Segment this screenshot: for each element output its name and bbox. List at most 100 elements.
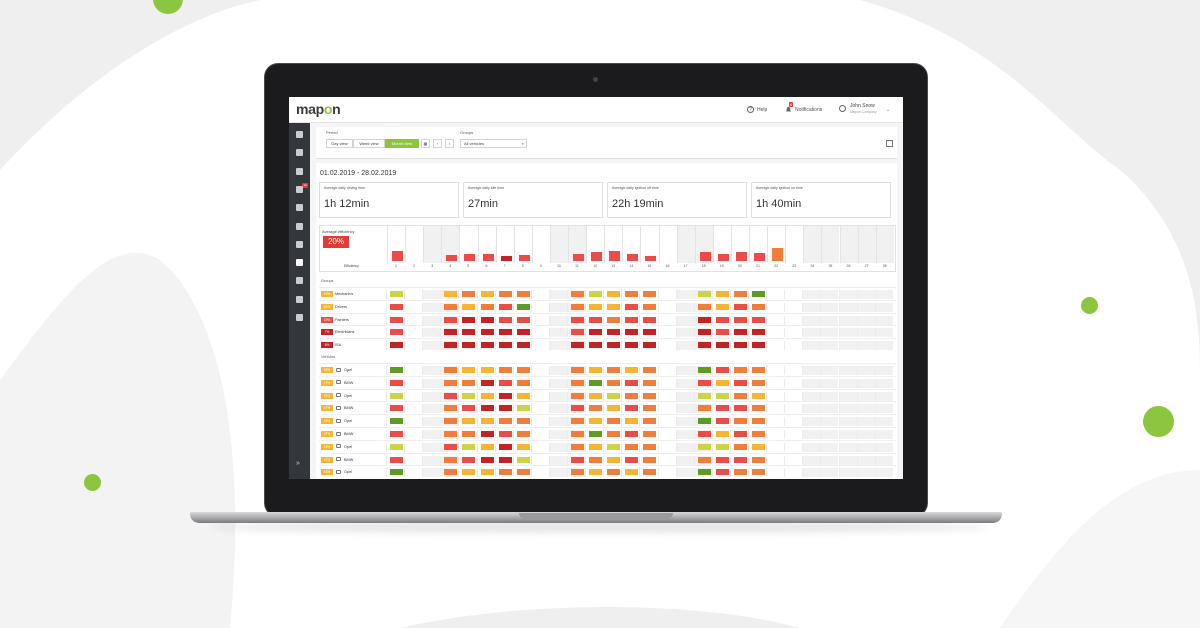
efficiency-bar[interactable] xyxy=(446,255,458,261)
day-cell[interactable] xyxy=(494,417,513,427)
day-cell[interactable] xyxy=(603,468,621,478)
day-cell[interactable] xyxy=(693,328,712,338)
day-cell[interactable] xyxy=(386,302,404,312)
day-cell[interactable] xyxy=(440,315,459,325)
day-cell[interactable] xyxy=(386,290,404,299)
day-cell[interactable] xyxy=(567,366,585,375)
wrench-icon[interactable] xyxy=(296,204,303,212)
day-cell[interactable] xyxy=(603,302,621,312)
chevron-down-icon[interactable]: ⌄ xyxy=(886,107,891,113)
day-cell[interactable] xyxy=(585,290,603,299)
fuel-icon[interactable] xyxy=(296,240,303,248)
day-cell[interactable] xyxy=(603,341,621,351)
efficiency-bar[interactable] xyxy=(573,253,584,261)
day-cell[interactable] xyxy=(567,468,585,478)
day-cell[interactable] xyxy=(440,455,459,465)
day-cell[interactable] xyxy=(494,315,513,325)
day-cell[interactable] xyxy=(621,391,639,401)
day-cell[interactable] xyxy=(748,430,766,439)
day-cell[interactable] xyxy=(621,366,639,375)
day-cell[interactable] xyxy=(639,442,657,452)
day-cell[interactable] xyxy=(603,417,621,427)
day-cell[interactable] xyxy=(567,378,585,388)
day-cell[interactable] xyxy=(567,315,585,325)
day-cell[interactable] xyxy=(585,468,603,478)
day-cell[interactable] xyxy=(621,328,639,338)
day-cell[interactable] xyxy=(494,442,513,452)
day-cell[interactable] xyxy=(711,468,730,478)
day-cell[interactable] xyxy=(386,455,404,465)
efficiency-bar[interactable] xyxy=(518,255,530,261)
day-cell[interactable] xyxy=(440,430,459,439)
day-cell[interactable] xyxy=(494,378,513,388)
day-cell[interactable] xyxy=(386,404,404,414)
day-cell[interactable] xyxy=(386,378,404,388)
day-cell[interactable] xyxy=(476,391,495,401)
day-cell[interactable] xyxy=(729,404,748,414)
day-cell[interactable] xyxy=(386,417,404,427)
dashboard-icon[interactable] xyxy=(296,131,303,138)
person-icon[interactable] xyxy=(296,222,303,230)
day-cell[interactable] xyxy=(476,328,495,338)
day-cell[interactable] xyxy=(512,302,531,312)
day-cell[interactable] xyxy=(440,290,459,299)
day-cell[interactable] xyxy=(729,455,748,465)
day-cell[interactable] xyxy=(603,366,621,375)
day-cell[interactable] xyxy=(494,455,513,465)
day-cell[interactable] xyxy=(639,341,657,351)
day-cell[interactable] xyxy=(476,341,495,351)
calendar-icon[interactable]: ▦ xyxy=(421,139,430,148)
day-cell[interactable] xyxy=(585,430,603,439)
day-cell[interactable] xyxy=(440,341,459,351)
day-cell[interactable] xyxy=(603,404,621,414)
efficiency-bar[interactable] xyxy=(591,252,603,261)
day-cell[interactable] xyxy=(386,430,404,439)
day-cell[interactable] xyxy=(603,378,621,388)
calendar-icon[interactable] xyxy=(296,314,303,321)
day-cell[interactable] xyxy=(603,315,621,325)
day-cell[interactable] xyxy=(639,378,657,388)
day-cell[interactable] xyxy=(458,341,476,351)
day-cell[interactable] xyxy=(476,302,495,312)
day-cell[interactable] xyxy=(711,391,730,401)
day-cell[interactable] xyxy=(711,430,730,439)
expand-sidebar-icon[interactable]: » xyxy=(296,460,300,467)
day-cell[interactable] xyxy=(748,315,766,325)
day-cell[interactable] xyxy=(585,366,603,375)
day-cell[interactable] xyxy=(748,417,766,427)
day-cell[interactable] xyxy=(693,391,712,401)
vehicle-row[interactable]: 53% Opel xyxy=(319,388,896,402)
day-cell[interactable] xyxy=(729,378,748,388)
day-cell[interactable] xyxy=(512,328,531,338)
gear-icon[interactable] xyxy=(296,277,303,285)
day-cell[interactable] xyxy=(693,315,712,325)
day-cell[interactable] xyxy=(440,328,459,338)
day-cell[interactable] xyxy=(585,341,603,351)
day-cell[interactable] xyxy=(494,341,513,351)
day-cell[interactable] xyxy=(603,391,621,401)
day-cell[interactable] xyxy=(711,442,730,452)
vehicle-row[interactable]: 47% BMW xyxy=(319,452,896,466)
day-cell[interactable] xyxy=(711,417,730,427)
prev-period-button[interactable]: ‹ xyxy=(433,139,442,148)
day-cell[interactable] xyxy=(748,378,766,388)
month-view-button[interactable]: Month view xyxy=(385,139,419,148)
day-cell[interactable] xyxy=(476,417,495,427)
day-cell[interactable] xyxy=(458,442,476,452)
day-cell[interactable] xyxy=(711,328,730,338)
day-cell[interactable] xyxy=(748,442,766,452)
day-cell[interactable] xyxy=(440,442,459,452)
day-cell[interactable] xyxy=(621,404,639,414)
day-cell[interactable] xyxy=(386,442,404,452)
day-cell[interactable] xyxy=(494,366,513,375)
day-cell[interactable] xyxy=(567,391,585,401)
day-cell[interactable] xyxy=(458,328,476,338)
day-cell[interactable] xyxy=(729,442,748,452)
day-cell[interactable] xyxy=(693,366,712,375)
day-cell[interactable] xyxy=(693,302,712,312)
day-cell[interactable] xyxy=(748,366,766,375)
day-cell[interactable] xyxy=(476,315,495,325)
day-cell[interactable] xyxy=(440,302,459,312)
day-cell[interactable] xyxy=(440,391,459,401)
document-icon[interactable] xyxy=(296,167,303,175)
